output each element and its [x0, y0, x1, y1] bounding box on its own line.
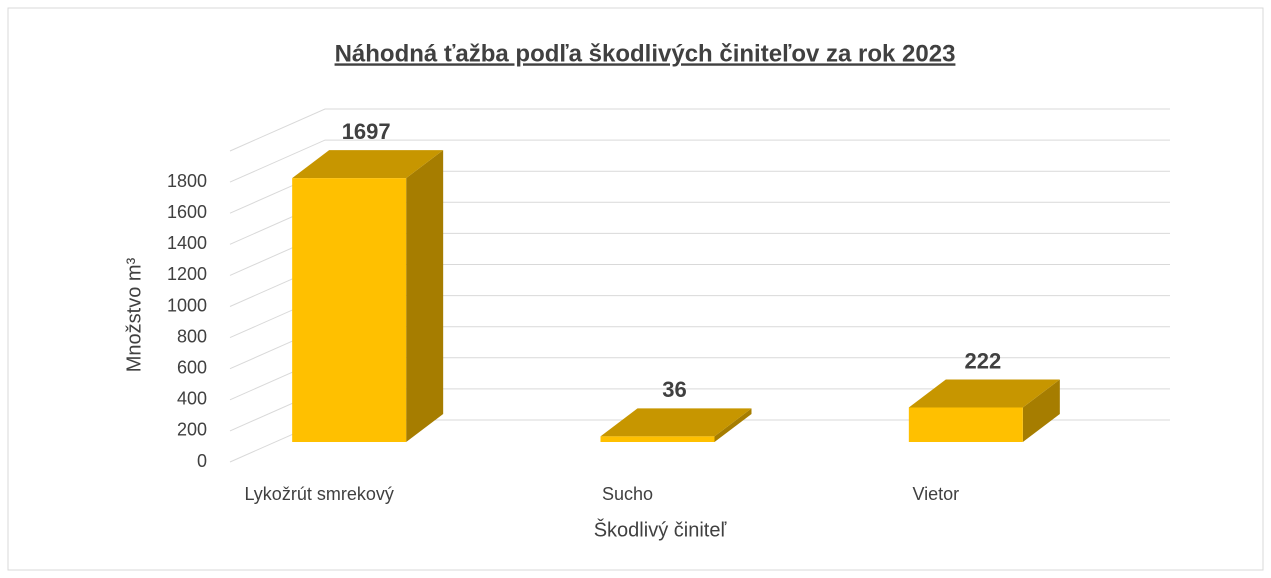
y-axis-label: Množstvo m³ [123, 257, 145, 372]
bar-top [600, 408, 752, 437]
chart-title: Náhodná ťažba podľa škodlivých činiteľov… [335, 40, 956, 67]
y-tick-label: 1200 [167, 264, 207, 284]
data-label: 222 [964, 348, 1001, 373]
y-tick-label: 400 [177, 389, 207, 409]
y-tick-label: 800 [177, 326, 207, 346]
grid-line [229, 108, 1170, 152]
bar [292, 178, 407, 442]
x-tick-label: Sucho [602, 484, 653, 504]
y-tick-label: 600 [177, 357, 207, 377]
x-axis-label: Škodlivý činiteľ [594, 518, 728, 541]
bar-top [292, 150, 444, 179]
y-tick-label: 1000 [167, 295, 207, 315]
y-tick-label: 1600 [167, 202, 207, 222]
bar-side [1022, 379, 1060, 442]
y-tick-label: 200 [177, 420, 207, 440]
bar [908, 407, 1023, 442]
y-tick-label: 1800 [167, 171, 207, 191]
data-label: 1697 [342, 119, 391, 144]
x-tick-label: Lykožrút smrekový [244, 484, 393, 504]
y-tick-label: 0 [197, 451, 207, 471]
grid-line [229, 139, 1170, 183]
bar [600, 436, 715, 442]
data-label: 36 [662, 377, 686, 402]
chart-border [7, 7, 1264, 571]
bar-side [406, 150, 444, 442]
bar-side [714, 408, 752, 442]
x-tick-label: Vietor [912, 484, 959, 504]
y-tick-label: 1400 [167, 233, 207, 253]
bar-top [908, 379, 1060, 408]
